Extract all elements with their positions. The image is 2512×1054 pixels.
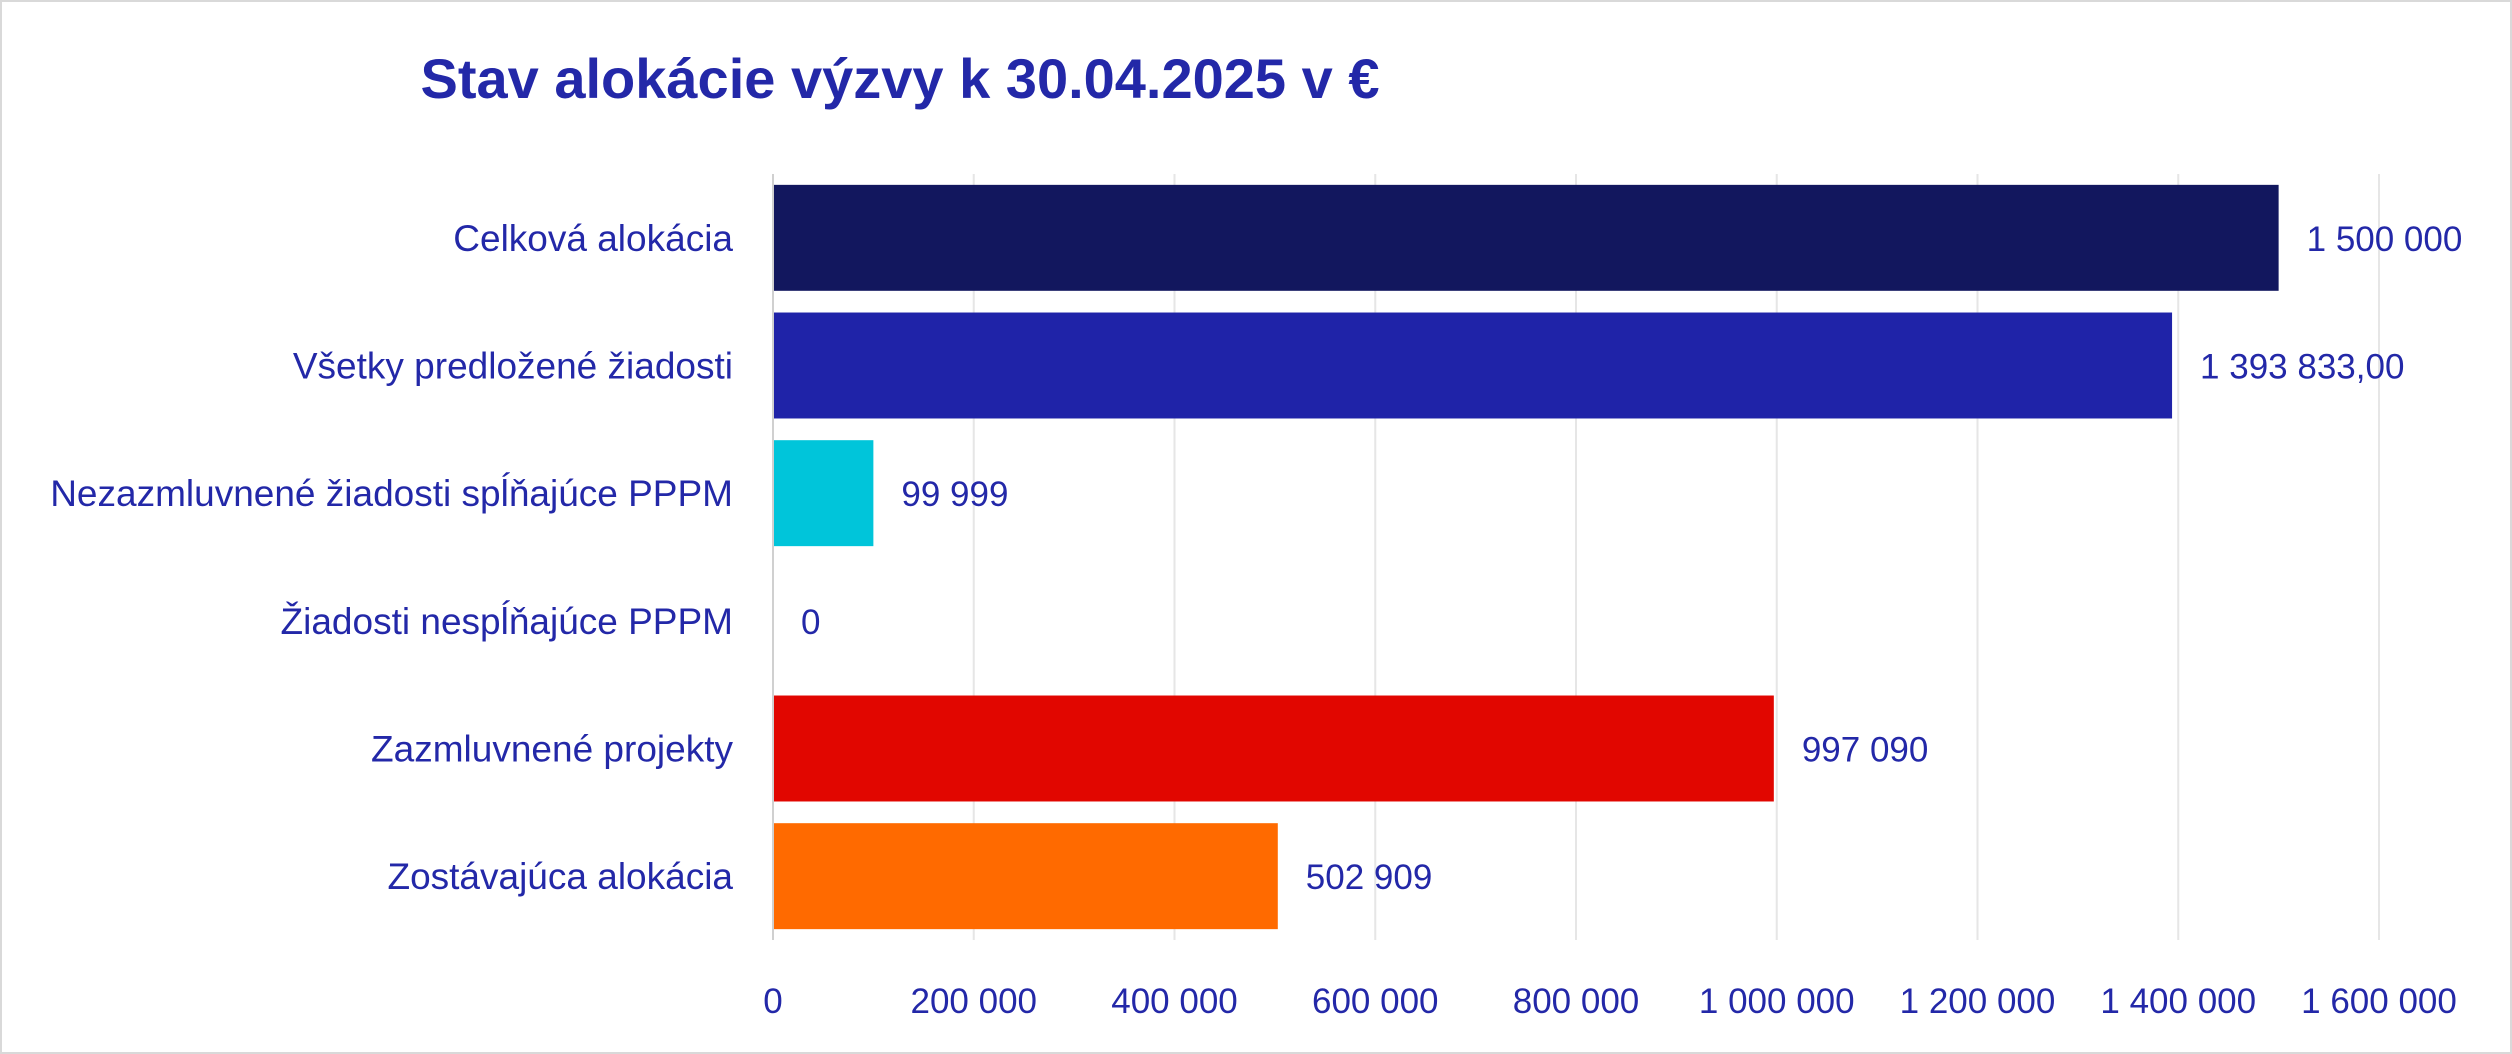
bar bbox=[774, 312, 2173, 419]
x-tick-label: 200 000 bbox=[910, 982, 1037, 1021]
x-tick-label: 1 400 000 bbox=[2100, 982, 2256, 1021]
bar bbox=[774, 823, 1278, 930]
chart-title: Stav alokácie výzvy k 30.04.2025 v € bbox=[421, 47, 1380, 110]
x-tick-label: 400 000 bbox=[1111, 982, 1238, 1021]
x-tick-label: 1 200 000 bbox=[1900, 982, 2056, 1021]
gridlines bbox=[972, 174, 2380, 940]
category-label: Žiadosti nespĺňajúce PPPM bbox=[281, 600, 733, 642]
x-tick-label: 800 000 bbox=[1513, 982, 1640, 1021]
x-tick-label: 0 bbox=[763, 982, 782, 1021]
data-label: 502 909 bbox=[1306, 858, 1433, 897]
data-label: 1 393 833,00 bbox=[2200, 348, 2404, 387]
category-label: Celková alokácia bbox=[453, 218, 733, 259]
data-label: 1 500 000 bbox=[2307, 220, 2463, 259]
data-label: 997 090 bbox=[1802, 731, 1929, 770]
x-tick-label: 1 000 000 bbox=[1699, 982, 1855, 1021]
bar bbox=[774, 184, 2279, 291]
data-label: 0 bbox=[801, 603, 820, 642]
labels: 0 200 000 400 000 600 000 800 000 1 000 000 1 … bbox=[50, 218, 2462, 1021]
category-label: Zazmluvnené projekty bbox=[371, 729, 733, 770]
data-label: 99 999 bbox=[901, 475, 1008, 514]
x-tick-label: 1 600 000 bbox=[2301, 982, 2457, 1021]
category-label: Zostávajúca alokácia bbox=[387, 856, 733, 897]
x-tick-label: 600 000 bbox=[1312, 982, 1439, 1021]
bar bbox=[774, 440, 874, 547]
category-label: Všetky predložené žiadosti bbox=[293, 346, 733, 387]
category-label: Nezazmluvnené žiadosti spĺňajúce PPPM bbox=[50, 472, 733, 514]
bars bbox=[774, 184, 2279, 930]
bar bbox=[774, 695, 1774, 802]
